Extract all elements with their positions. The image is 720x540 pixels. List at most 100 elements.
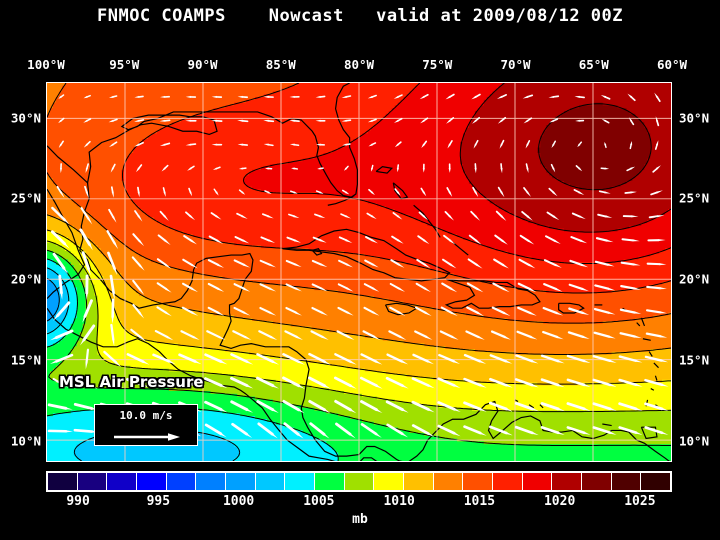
- wind-vector-head: [58, 119, 62, 124]
- wind-vector-shaft: [334, 399, 352, 412]
- wind-vector-head: [505, 360, 513, 364]
- wind-vector-head: [142, 360, 150, 365]
- wind-vector-head: [549, 119, 555, 123]
- pressure-band-cell: [127, 189, 262, 193]
- pressure-band-cell: [647, 161, 671, 165]
- wind-vector-shaft: [138, 141, 144, 146]
- wind-vector-shaft: [490, 330, 506, 339]
- pressure-band-cell: [79, 337, 99, 342]
- pressure-band-cell: [302, 158, 461, 163]
- wind-vector-head: [370, 215, 377, 220]
- wind-vector-head: [448, 191, 453, 197]
- wind-vector-shaft: [417, 235, 425, 242]
- isobar-1002: [47, 277, 60, 322]
- wind-vector-head: [661, 359, 669, 363]
- wind-vector-head: [349, 408, 357, 414]
- pressure-band-cell: [448, 309, 671, 314]
- wind-vector-head: [396, 168, 399, 173]
- colorbar[interactable]: [46, 471, 672, 492]
- wind-vector-shaft: [233, 283, 245, 290]
- pressure-band-cell: [47, 307, 60, 311]
- wind-vector-shaft: [289, 190, 295, 194]
- wind-vector-head: [320, 287, 328, 292]
- wind-vector-head: [552, 167, 556, 173]
- wind-vector-head: [346, 287, 354, 292]
- pressure-band-cell: [109, 231, 185, 235]
- wind-vector-shaft: [368, 188, 373, 193]
- wind-vector-shaft: [489, 377, 508, 387]
- wind-vector-head: [479, 384, 487, 388]
- wind-vector-head: [194, 384, 202, 388]
- wind-vector-shaft: [542, 330, 559, 339]
- pressure-band-cell: [67, 259, 81, 263]
- wind-vector-head: [220, 360, 228, 365]
- wind-vector-head: [634, 335, 642, 339]
- pressure-band-cell: [471, 183, 571, 188]
- wind-vector-head: [557, 407, 565, 412]
- wind-vector-head: [344, 167, 348, 171]
- wind-vector-head: [471, 95, 477, 100]
- pressure-band-cell: [47, 251, 54, 255]
- wind-vector-shaft: [604, 96, 611, 100]
- lon-tick-95W: 95°W: [109, 57, 140, 72]
- wind-vector-head: [450, 263, 457, 269]
- pressure-band-cell: [522, 287, 637, 291]
- wind-vector-shaft: [164, 164, 169, 170]
- pressure-band-cell: [47, 354, 69, 359]
- pressure-band-cell: [213, 312, 467, 317]
- wind-vector-head: [608, 287, 616, 291]
- wind-vector-head: [243, 263, 251, 268]
- wind-vector-head: [633, 263, 641, 266]
- colorbar-tick-1025: 1025: [624, 494, 656, 509]
- colorbar-swatch: [344, 473, 375, 490]
- wind-vector-head: [241, 215, 248, 219]
- pressure-band-cell: [376, 122, 470, 126]
- wind-vector-head: [654, 92, 659, 98]
- wind-vector-shaft: [125, 377, 145, 387]
- wind-vector-head: [476, 288, 484, 293]
- wind-vector-head: [582, 311, 590, 315]
- wind-vector-head: [272, 360, 280, 365]
- pressure-band-cell: [234, 102, 399, 107]
- wind-vector-shaft: [514, 425, 534, 435]
- wind-vector-shaft: [204, 353, 223, 363]
- pressure-band-cell: [52, 368, 170, 373]
- pressure-band-cell: [439, 435, 671, 440]
- wind-vector-shaft: [110, 323, 115, 341]
- wind-vector-shaft: [619, 308, 636, 314]
- pressure-band-cell: [47, 309, 57, 314]
- pressure-band-cell: [47, 379, 57, 384]
- wind-vector-key: 10.0 m/s: [94, 404, 198, 446]
- pressure-band-cell: [73, 449, 241, 454]
- wind-vector-shaft: [646, 285, 661, 290]
- pressure-band-cell: [47, 133, 152, 137]
- wind-vector-head: [375, 408, 383, 414]
- pressure-band-cell: [409, 430, 671, 434]
- colorbar-tick-990: 990: [66, 494, 90, 509]
- pressure-band-cell: [471, 407, 671, 412]
- wind-vector-shaft: [232, 330, 247, 339]
- pressure-band-cell: [558, 178, 634, 182]
- pressure-band-cell: [540, 161, 648, 165]
- pressure-band-cell: [222, 276, 464, 280]
- wind-vector-shaft: [230, 400, 249, 412]
- wind-vector-head: [472, 119, 477, 124]
- wind-vector-head: [294, 263, 302, 268]
- wind-vector-shaft: [578, 141, 583, 146]
- map-plot-area[interactable]: MSL Air Pressure 10.0 m/s: [46, 82, 672, 462]
- colorbar-swatch: [611, 473, 642, 490]
- wind-vector-shaft: [60, 140, 64, 146]
- wind-vector-shaft: [604, 120, 610, 124]
- pressure-band-cell: [70, 197, 131, 202]
- wind-vector-head: [269, 311, 277, 316]
- wind-vector-head: [270, 336, 278, 341]
- pressure-band-cell: [564, 181, 628, 185]
- wind-vector-head: [660, 335, 668, 338]
- pressure-band-cell: [266, 419, 363, 423]
- wind-vector-head: [58, 143, 63, 149]
- pressure-band-cell: [97, 318, 120, 322]
- wind-vector-head: [608, 335, 616, 339]
- wind-vector-shaft: [517, 306, 532, 315]
- wind-vector-head: [137, 215, 143, 222]
- pressure-band-cell: [47, 351, 72, 356]
